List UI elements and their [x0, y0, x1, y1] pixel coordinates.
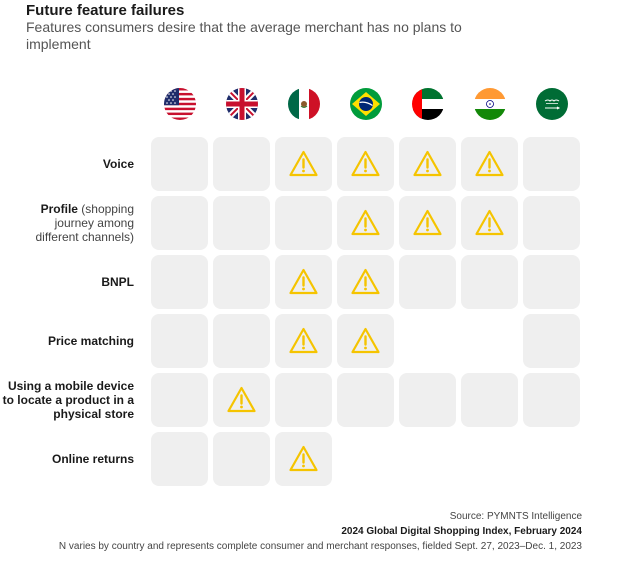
uk-flag-icon [226, 88, 258, 120]
saudi-arabia-flag-icon [536, 88, 568, 120]
grid-cell [337, 432, 394, 486]
row-label-text: Using a mobile device to locate a produc… [2, 379, 134, 421]
row-label: Price matching [0, 314, 134, 368]
warning-cell [275, 255, 332, 309]
warning-icon [351, 327, 380, 354]
warning-cell [399, 137, 456, 191]
warning-icon [413, 209, 442, 236]
grid-cell [151, 137, 208, 191]
footer-report: 2024 Global Digital Shopping Index, Febr… [341, 526, 582, 537]
warning-cell [337, 196, 394, 250]
chart-subtitle: Features consumers desire that the avera… [26, 19, 462, 52]
warning-cell [275, 137, 332, 191]
grid-cell [151, 432, 208, 486]
warning-cell [461, 196, 518, 250]
grid-cell [523, 432, 580, 486]
grid-cell [399, 314, 456, 368]
warning-icon [413, 150, 442, 177]
row-label: Profile (shopping journey among differen… [20, 196, 134, 250]
warning-icon [475, 150, 504, 177]
uae-flag-icon [412, 88, 444, 120]
warning-cell [461, 137, 518, 191]
grid-cell [523, 255, 580, 309]
grid-cell [213, 137, 270, 191]
warning-cell [275, 432, 332, 486]
grid-cell [275, 373, 332, 427]
warning-icon [351, 268, 380, 295]
grid-cell [213, 432, 270, 486]
grid-cell [461, 373, 518, 427]
warning-icon [227, 386, 256, 413]
row-label-text: BNPL [101, 275, 134, 289]
warning-icon [289, 445, 318, 472]
warning-icon [351, 209, 380, 236]
grid-cell [275, 196, 332, 250]
grid-cell [213, 196, 270, 250]
row-label: Using a mobile device to locate a produc… [0, 373, 134, 427]
row-label-text: Profile [40, 202, 78, 216]
warning-icon [289, 327, 318, 354]
warning-cell [337, 137, 394, 191]
grid-cell [213, 255, 270, 309]
row-label-note: (shopping journey among different channe… [35, 202, 134, 244]
warning-icon [351, 150, 380, 177]
grid-cell [399, 373, 456, 427]
grid-cell [337, 373, 394, 427]
warning-icon [475, 209, 504, 236]
brazil-flag-icon [350, 88, 382, 120]
grid-cell [523, 373, 580, 427]
mexico-flag-icon [288, 88, 320, 120]
grid-cell [523, 137, 580, 191]
warning-cell [213, 373, 270, 427]
grid-cell [213, 314, 270, 368]
footer-source: Source: PYMNTS Intelligence [449, 511, 582, 522]
row-label-text: Voice [102, 157, 134, 171]
warning-cell [337, 314, 394, 368]
grid-cell [461, 432, 518, 486]
grid-cell [523, 314, 580, 368]
row-label: Voice [0, 137, 134, 191]
us-flag-icon [164, 88, 196, 120]
grid-cell [151, 255, 208, 309]
grid-cell [399, 255, 456, 309]
row-label-text: Online returns [51, 452, 134, 466]
grid-cell [151, 196, 208, 250]
india-flag-icon [474, 88, 506, 120]
footer-note: N varies by country and represents compl… [58, 541, 582, 552]
grid-cell [151, 314, 208, 368]
grid-cell [523, 196, 580, 250]
row-label: BNPL [0, 255, 134, 309]
warning-cell [399, 196, 456, 250]
warning-icon [289, 268, 318, 295]
warning-icon [289, 150, 318, 177]
grid-cell [461, 314, 518, 368]
row-label: Online returns [0, 432, 134, 486]
row-label-text: Price matching [47, 334, 134, 348]
grid-cell [399, 432, 456, 486]
grid-cell [461, 255, 518, 309]
warning-cell [337, 255, 394, 309]
warning-cell [275, 314, 332, 368]
grid-cell [151, 373, 208, 427]
chart-title: Future feature failures [26, 2, 185, 19]
